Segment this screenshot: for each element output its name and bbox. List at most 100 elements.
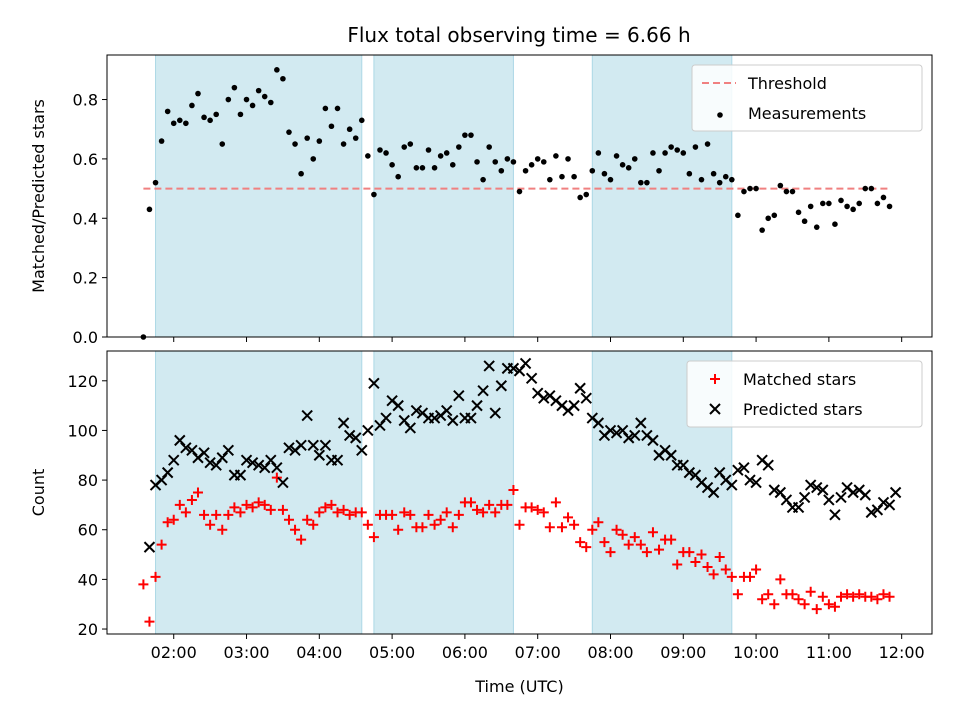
measurement-point <box>692 144 699 150</box>
matched-stars-point <box>156 539 167 550</box>
predicted-stars-point <box>319 439 332 452</box>
measurement-point <box>783 188 790 195</box>
measurement-point <box>559 173 565 180</box>
predicted-stars-point <box>580 392 592 404</box>
measurement-point <box>237 111 244 118</box>
matched-stars-point <box>720 564 731 575</box>
predicted-stars-point <box>240 454 253 466</box>
measurement-point <box>813 224 820 230</box>
predicted-stars-point <box>252 459 265 471</box>
measurement-point <box>741 188 747 195</box>
legend-box <box>691 64 923 132</box>
measurement-point <box>255 87 262 94</box>
predicted-stars-point <box>495 380 508 392</box>
measurement-point <box>504 156 511 162</box>
measurement-point <box>207 117 213 124</box>
measurement-point <box>522 167 529 174</box>
predicted-stars-point <box>337 417 350 429</box>
matched-stars-point <box>356 507 367 518</box>
matched-stars-point <box>138 579 149 590</box>
matched-stars-point <box>866 591 877 602</box>
measurement-point <box>443 150 450 156</box>
y-axis-label: Matched/Predicted stars <box>29 99 48 293</box>
matched-stars-point <box>599 537 610 548</box>
measurement-point <box>880 194 887 201</box>
measurement-point <box>595 150 602 156</box>
predicted-stars-point <box>568 399 580 412</box>
matched-stars-point <box>787 589 798 600</box>
matched-stars-point <box>162 517 173 528</box>
matched-stars-point <box>229 502 240 513</box>
predicted-stars-point <box>447 414 459 427</box>
matched-stars-point <box>478 507 489 518</box>
matched-stars-point <box>472 504 483 515</box>
measurement-point <box>152 179 159 186</box>
measurement-point <box>176 117 183 124</box>
measurement-point <box>201 114 207 121</box>
matched-stars-point <box>502 499 513 510</box>
predicted-stars-point <box>647 434 659 447</box>
measurement-point <box>164 108 171 115</box>
y-tick-label: 0.2 <box>73 269 98 288</box>
predicted-stars-point <box>817 484 829 496</box>
measurement-point <box>747 185 753 192</box>
matched-stars-point <box>344 509 355 520</box>
measurement-point <box>710 170 717 177</box>
measurement-point <box>650 150 656 156</box>
predicted-stars-point <box>161 466 174 479</box>
measurement-point <box>565 156 571 162</box>
legend: Matched stars Predicted stars <box>686 360 923 428</box>
measurement-point <box>498 167 505 174</box>
measurement-point <box>346 126 353 133</box>
y-tick-label: 0.0 <box>73 328 98 347</box>
measurement-point <box>735 212 741 219</box>
matched-stars-point <box>575 537 586 548</box>
x-tick-label: 02:00 <box>151 643 197 662</box>
matched-stars-point <box>290 524 301 535</box>
measurement-point <box>668 144 674 150</box>
measurement-point <box>553 153 559 159</box>
predicted-stars-point <box>198 447 210 459</box>
matched-stars-point <box>429 519 440 530</box>
matched-stars-point <box>726 571 737 582</box>
predicted-stars-point <box>622 432 635 444</box>
measurement-point <box>286 129 292 135</box>
measurement-point <box>601 170 608 177</box>
measurement-point <box>698 176 705 183</box>
predicted-stars-point <box>222 444 235 457</box>
matched-stars-point <box>569 519 580 530</box>
matched-stars-point <box>405 509 416 520</box>
predicted-stars-point <box>519 357 532 370</box>
matched-stars-point <box>168 514 179 525</box>
measurement-point <box>874 200 881 207</box>
measurement-point <box>425 147 432 153</box>
matched-stars-point <box>823 599 834 610</box>
measurement-point <box>480 176 486 183</box>
matched-stars-point <box>617 529 628 540</box>
matched-stars-point <box>799 599 810 610</box>
measurement-point <box>571 173 577 180</box>
predicted-stars-point <box>483 360 495 372</box>
matched-stars-point <box>235 507 246 518</box>
measurement-point <box>298 170 304 177</box>
measurement-point <box>189 102 195 109</box>
measurement-point <box>613 153 620 159</box>
predicted-stars-point <box>811 481 823 494</box>
predicted-stars-point <box>889 486 902 499</box>
measurement-point <box>644 179 650 186</box>
measurement-point <box>795 209 802 216</box>
matched-stars-point <box>265 504 276 515</box>
matched-stars-point <box>393 524 404 535</box>
matched-stars-point <box>854 589 865 600</box>
measurement-point <box>371 191 377 198</box>
predicted-stars-point <box>234 469 247 481</box>
matched-stars-point <box>836 591 847 602</box>
observing-window-band <box>155 350 363 635</box>
matched-stars-point <box>654 544 665 555</box>
predicted-stars-point <box>489 407 501 419</box>
predicted-stars-point <box>204 457 216 469</box>
x-tick-label: 03:00 <box>223 643 269 662</box>
matched-stars-point <box>508 485 519 496</box>
measurement-point <box>340 141 347 147</box>
matched-stars-point <box>757 594 768 605</box>
